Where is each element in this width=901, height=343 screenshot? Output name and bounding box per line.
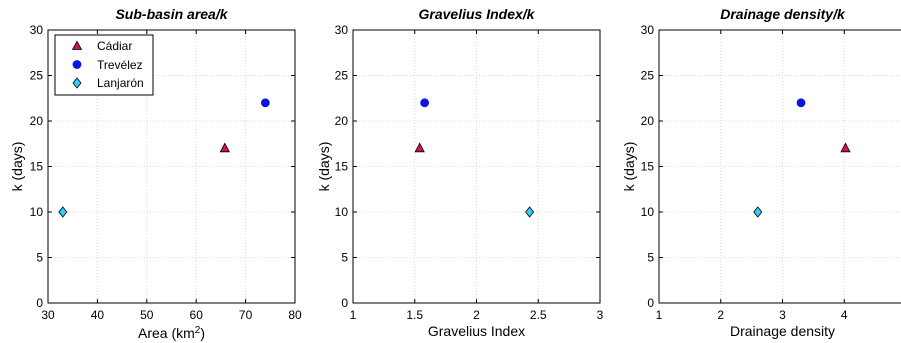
- legend-diamond-icon: [72, 77, 82, 89]
- data-point-triangle: [219, 142, 231, 153]
- y-tick-label: 25: [30, 69, 44, 83]
- x-tick-label: 3: [779, 308, 786, 322]
- x-tick-label: 1: [350, 308, 357, 322]
- x-tick-label: 2: [473, 308, 480, 322]
- y-axis-label: k (days): [9, 142, 25, 192]
- data-point-diamond: [525, 206, 535, 218]
- legend-label-cadiar: Cádiar: [97, 39, 132, 53]
- x-tick-label: 2.5: [530, 308, 547, 322]
- y-tick-label: 5: [647, 251, 654, 265]
- data-point-circle: [796, 98, 806, 108]
- panel-subbasin-area: 30 40 50 60 70 80 0 5 10 15 20 25 30 Sub-basin area/…: [9, 6, 302, 341]
- legend: Cádiar Trevélez Lanjarón: [54, 34, 154, 96]
- data-point-circle: [260, 98, 270, 108]
- data-point-circle: [420, 98, 430, 108]
- x-tick-label: 60: [190, 308, 204, 322]
- y-tick-label: 0: [36, 296, 43, 310]
- y-tick-label: 25: [335, 69, 349, 83]
- x-tick-label: 40: [91, 308, 105, 322]
- x-tick-label: 50: [140, 308, 154, 322]
- legend-triangle-icon: [71, 40, 83, 50]
- panel-title: Drainage density/k: [720, 6, 846, 22]
- x-axis-label: Drainage density: [730, 323, 835, 339]
- y-tick-label: 30: [335, 23, 349, 37]
- y-tick-label: 30: [30, 23, 44, 37]
- y-tick-label: 10: [335, 205, 349, 219]
- x-tick-label: 70: [239, 308, 253, 322]
- x-tick-label: 4: [841, 308, 848, 322]
- data-point-diamond: [58, 206, 68, 218]
- x-tick-label: 2: [717, 308, 724, 322]
- y-tick-label: 0: [341, 296, 348, 310]
- legend-label-lanjaron: Lanjarón: [97, 76, 144, 90]
- y-axis-label: k (days): [621, 142, 637, 192]
- y-tick-label: 30: [641, 23, 655, 37]
- y-tick-label: 10: [641, 205, 655, 219]
- y-tick-label: 15: [30, 160, 44, 174]
- y-tick-label: 15: [641, 160, 655, 174]
- y-tick-label: 5: [341, 251, 348, 265]
- y-tick-label: 20: [641, 114, 655, 128]
- x-tick-label: 30: [41, 308, 55, 322]
- y-tick-label: 15: [335, 160, 349, 174]
- x-tick-label: 3: [597, 308, 604, 322]
- legend-label-trevelez: Trevélez: [97, 58, 143, 72]
- y-axis-label: k (days): [316, 142, 332, 192]
- y-tick-label: 5: [36, 251, 43, 265]
- legend-circle-icon: [72, 60, 82, 69]
- data-point-triangle: [414, 142, 425, 153]
- data-point-diamond: [753, 206, 763, 218]
- legend-box: [54, 34, 154, 96]
- y-tick-label: 25: [641, 69, 655, 83]
- y-tick-label: 20: [30, 114, 44, 128]
- panel-drainage-density: 1 2 3 4 0 5 10 15 20 25 30 Drainage density/k Drai…: [621, 6, 901, 339]
- y-tick-label: 20: [335, 114, 349, 128]
- data-point-triangle: [840, 142, 851, 153]
- panel-title: Gravelius Index/k: [419, 6, 536, 22]
- x-tick-label: 80: [288, 308, 302, 322]
- y-tick-label: 10: [30, 205, 44, 219]
- panel-title: Sub-basin area/k: [115, 6, 228, 22]
- x-axis-label: Area (km2): [138, 325, 205, 341]
- x-tick-label: 1.5: [406, 308, 423, 322]
- x-tick-label: 1: [656, 308, 663, 322]
- x-axis-label: Gravelius Index: [428, 323, 525, 339]
- y-tick-label: 0: [647, 296, 654, 310]
